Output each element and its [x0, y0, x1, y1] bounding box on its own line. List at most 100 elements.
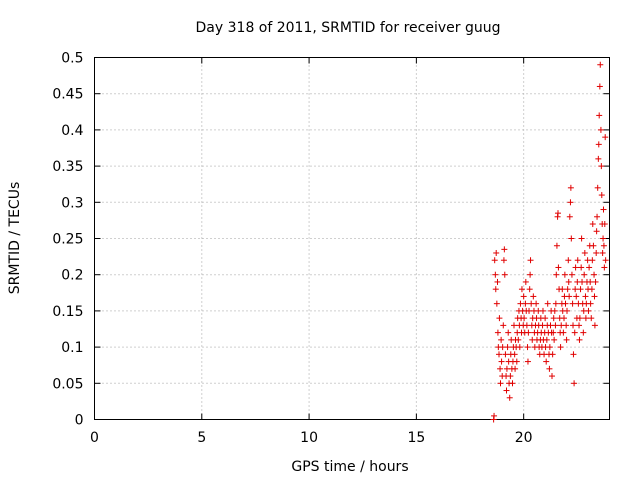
data-point: [557, 344, 564, 351]
data-point: [555, 210, 561, 217]
data-point: [588, 286, 595, 293]
x-tick-labels: 0 5 10 15 20: [90, 430, 533, 446]
data-point: [565, 278, 572, 285]
data-point: [600, 235, 607, 242]
data-point: [500, 257, 507, 264]
data-point: [526, 286, 533, 293]
data-point: [563, 336, 570, 343]
y-tick-label: 0.4: [61, 123, 83, 139]
data-point: [591, 271, 598, 278]
data-point: [551, 307, 558, 314]
y-tick-label: 0.2: [61, 268, 83, 284]
plot-frame: [94, 57, 610, 420]
data-point: [596, 83, 603, 90]
data-point: [602, 134, 609, 141]
data-point: [497, 380, 504, 387]
data-point: [564, 307, 571, 314]
data-point: [498, 358, 505, 365]
data-point: [543, 358, 550, 365]
data-point: [543, 336, 550, 343]
data-point: [494, 278, 501, 285]
data-point: [593, 249, 600, 256]
data-point: [527, 257, 534, 264]
data-point: [578, 264, 585, 271]
data-point: [551, 336, 558, 343]
data-point: [501, 246, 508, 253]
y-tick-label: 0.25: [52, 232, 83, 248]
data-point: [524, 344, 531, 351]
data-point: [546, 344, 553, 351]
data-point: [598, 192, 605, 199]
data-point: [581, 249, 588, 256]
data-point: [578, 235, 585, 242]
data-point: [576, 336, 583, 343]
data-point: [568, 271, 575, 278]
x-tick-label: 5: [197, 430, 206, 446]
data-point: [546, 365, 553, 372]
data-point: [522, 300, 529, 307]
data-point: [573, 293, 580, 300]
y-tick-label: 0.15: [52, 304, 83, 320]
data-point: [588, 315, 595, 322]
data-point: [516, 344, 523, 351]
data-point: [539, 307, 546, 314]
data-point: [497, 365, 504, 372]
data-point: [599, 249, 606, 256]
data-point: [576, 322, 583, 329]
data-point: [566, 213, 573, 220]
data-point: [592, 278, 599, 285]
x-tick-label: 20: [515, 430, 533, 446]
data-point: [550, 315, 557, 322]
data-point: [544, 300, 551, 307]
data-point: [513, 358, 520, 365]
y-tick-label: 0.05: [52, 376, 83, 392]
data-point: [562, 300, 569, 307]
data-point: [586, 264, 593, 271]
data-point: [512, 365, 519, 372]
y-tick-label: 0.35: [52, 159, 83, 175]
data-point: [600, 242, 607, 249]
y-axis-label: SRMTID / TECUs: [7, 182, 23, 295]
data-point: [492, 286, 499, 293]
y-tick-label: 0.1: [61, 340, 83, 356]
data-point: [585, 307, 592, 314]
data-point: [601, 264, 608, 271]
data-point: [522, 278, 529, 285]
data-point: [587, 278, 594, 285]
data-point: [602, 257, 609, 264]
data-point: [500, 322, 507, 329]
data-point: [530, 293, 537, 300]
y-tick-label: 0: [75, 413, 84, 429]
data-point: [494, 329, 501, 336]
data-point: [518, 286, 525, 293]
y-tick-labels: 0 0.05 0.1 0.15 0.2 0.25 0.3 0.35 0.4 0.45 0.5: [52, 51, 83, 429]
data-point: [570, 322, 577, 329]
data-point: [567, 184, 574, 191]
y-tick-label: 0.3: [61, 195, 83, 211]
data-point: [576, 315, 583, 322]
data-point: [505, 329, 512, 336]
data-point: [569, 300, 576, 307]
x-tick-label: 0: [90, 430, 99, 446]
data-point: [560, 329, 567, 336]
data-point: [506, 394, 513, 401]
data-point: [493, 249, 500, 256]
data-point: [563, 322, 570, 329]
data-point: [502, 351, 509, 358]
data-point: [559, 286, 566, 293]
data-point: [567, 199, 574, 206]
grid: [94, 57, 610, 420]
data-point: [553, 242, 560, 249]
chart-title: Day 318 of 2011, SRMTID for receiver guu…: [196, 20, 501, 36]
x-tick-label: 15: [407, 430, 425, 446]
data-point: [570, 351, 577, 358]
data-point: [561, 271, 568, 278]
data-point: [597, 61, 604, 68]
data-point: [590, 242, 597, 249]
y-tick-label: 0.45: [52, 87, 83, 103]
data-point: [493, 300, 500, 307]
data-point: [595, 155, 602, 162]
data-point: [587, 300, 594, 307]
data-point: [572, 286, 579, 293]
